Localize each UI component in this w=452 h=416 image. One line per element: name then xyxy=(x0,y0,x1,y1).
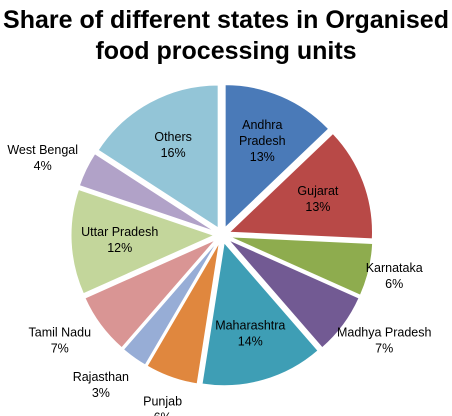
chart-title-line-1: Share of different states in Organised xyxy=(3,6,449,34)
slice-label-andhra-pradesh: Andhra Pradesh 13% xyxy=(239,118,286,164)
slice-value-tamil-nadu: 7% xyxy=(51,341,69,355)
slice-name-tamil-nadu: Tamil Nadu xyxy=(29,325,92,339)
slice-name-karnataka: Karnataka xyxy=(366,261,423,275)
slice-value-karnataka: 6% xyxy=(385,277,403,291)
slice-punjab xyxy=(146,242,220,385)
slice-name-maharashtra: Maharashtra xyxy=(215,318,285,332)
slice-value-madhya-pradesh: 7% xyxy=(375,341,393,355)
slice-rajasthan xyxy=(122,241,218,366)
slice-label-others: Others 16% xyxy=(154,130,192,160)
slice-value-gujarat: 13% xyxy=(305,200,330,214)
slice-label-madhya-pradesh: Madhya Pradesh 7% xyxy=(337,325,432,355)
slice-value-andhra-pradesh: 13% xyxy=(250,150,275,164)
slice-name-others: Others xyxy=(154,130,192,144)
slice-maharashtra xyxy=(201,241,319,387)
slice-label-west-bengal: West Bengal 4% xyxy=(7,143,78,173)
slice-value-punjab: 6% xyxy=(154,411,172,416)
slice-tamil-nadu xyxy=(84,239,216,349)
slice-label-tamil-nadu: Tamil Nadu 7% xyxy=(29,325,92,355)
slice-value-rajasthan: 3% xyxy=(92,386,110,400)
slice-name-uttar-pradesh: Uttar Pradesh xyxy=(81,225,158,239)
slice-label-maharashtra: Maharashtra 14% xyxy=(215,318,285,348)
slice-label-rajasthan: Rajasthan 3% xyxy=(73,370,129,400)
slice-label-uttar-pradesh: Uttar Pradesh 12% xyxy=(81,225,158,255)
slice-value-others: 16% xyxy=(161,146,186,160)
slice-name-punjab: Punjab xyxy=(143,395,182,409)
slice-karnataka xyxy=(229,236,374,296)
chart-title-line-2: food processing units xyxy=(95,37,357,65)
slice-others xyxy=(97,84,219,229)
slice-andhra-pradesh xyxy=(224,84,330,229)
slice-value-maharashtra: 14% xyxy=(238,334,263,348)
slice-name-andhra-pradesh: Pradesh xyxy=(239,134,286,148)
slice-value-uttar-pradesh: 12% xyxy=(107,241,132,255)
slice-gujarat xyxy=(228,132,373,240)
slice-west-bengal xyxy=(78,153,216,232)
slice-name-madhya-pradesh: Madhya Pradesh xyxy=(337,325,432,339)
slice-label-punjab: Punjab 6% xyxy=(143,395,182,416)
slice-name-west-bengal: West Bengal xyxy=(7,143,78,157)
slice-name-gujarat: Gujarat xyxy=(297,184,339,198)
slice-name-rajasthan: Rajasthan xyxy=(73,370,129,384)
slice-name-andhra-pradesh: Andhra xyxy=(242,118,282,132)
slice-uttar-pradesh xyxy=(70,188,216,295)
slice-value-west-bengal: 4% xyxy=(34,159,52,173)
slice-label-karnataka: Karnataka 6% xyxy=(366,261,423,291)
slice-label-gujarat: Gujarat 13% xyxy=(297,184,339,214)
slice-madhya-pradesh xyxy=(228,239,360,349)
